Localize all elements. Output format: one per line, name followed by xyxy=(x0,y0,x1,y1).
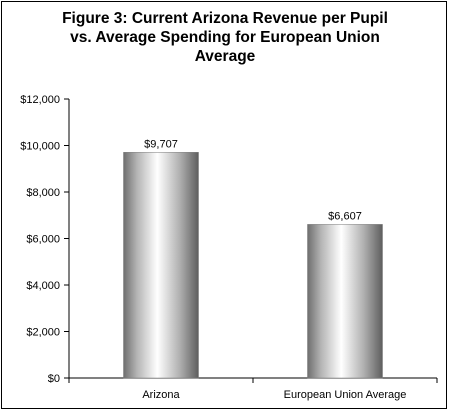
chart-labels: $0 $2,000 $4,000 $6,000 $8,000 $10,000 $12,000… xyxy=(20,94,406,401)
y-tick-label: $8,000 xyxy=(26,187,60,199)
x-category-label: Arizona xyxy=(142,389,180,401)
bar-1 xyxy=(307,224,383,379)
y-tick-label: $12,000 xyxy=(20,94,60,106)
chart-title-line-2: vs. Average Spending for European Union xyxy=(70,29,380,46)
y-tick-label: $10,000 xyxy=(20,141,60,153)
y-tick-label: $6,000 xyxy=(26,234,60,246)
y-tick-label: $4,000 xyxy=(26,280,60,292)
x-category-label: European Union Average xyxy=(284,389,407,401)
chart-title: Figure 3: Current Arizona Revenue per Pu… xyxy=(0,9,450,66)
bar-0 xyxy=(123,152,199,379)
data-label: $9,707 xyxy=(144,138,178,150)
chart-title-line-3: Average xyxy=(194,48,256,65)
chart-title-line-1: Figure 3: Current Arizona Revenue per Pu… xyxy=(62,10,388,27)
chart-bars xyxy=(123,152,383,379)
y-tick-label: $0 xyxy=(48,373,60,385)
y-tick-label: $2,000 xyxy=(26,327,60,339)
data-label: $6,607 xyxy=(328,210,362,222)
